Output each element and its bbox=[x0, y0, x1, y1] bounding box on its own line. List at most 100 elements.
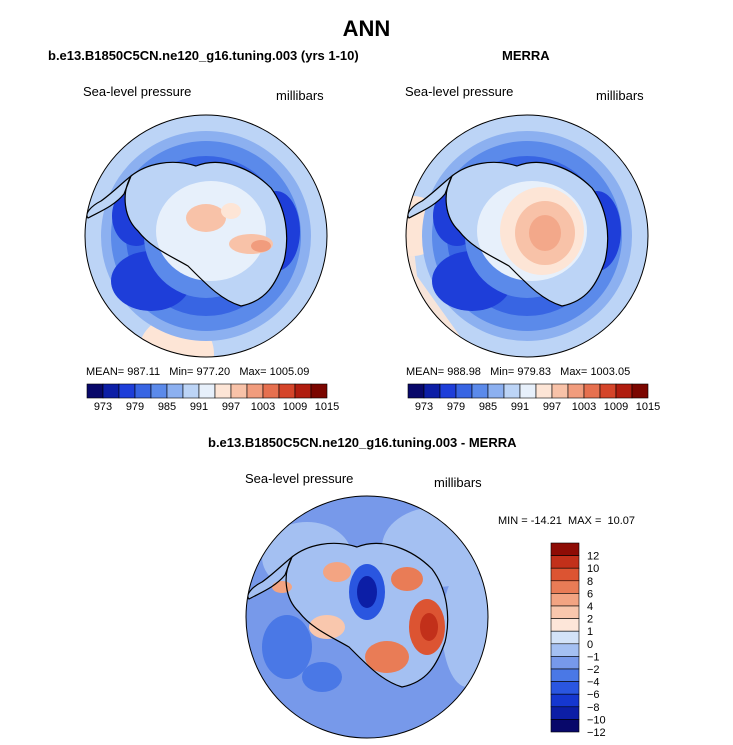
obs-map bbox=[406, 115, 648, 357]
obs-plateau-d bbox=[529, 215, 561, 251]
obs-variable-label: Sea-level pressure bbox=[405, 84, 514, 99]
model-colorbar-swatch bbox=[102, 383, 120, 399]
obs-mean-value: 988.98 bbox=[447, 366, 481, 378]
diff-colorbar-tick-label: 4 bbox=[587, 601, 593, 613]
diff-colorbar-tick-label: 8 bbox=[587, 576, 593, 588]
obs-colorbar-swatch bbox=[439, 383, 457, 399]
model-colorbar-swatch bbox=[86, 383, 104, 399]
diff-colorbar-swatch bbox=[550, 580, 580, 594]
model-colorbar-swatch bbox=[262, 383, 280, 399]
diff-pos-6 bbox=[309, 615, 345, 639]
obs-colorbar-swatch bbox=[535, 383, 553, 399]
obs-stats: MEAN= 988.98 Min= 979.83 Max= 1003.05 bbox=[406, 366, 630, 378]
obs-colorbar-swatch bbox=[567, 383, 585, 399]
model-colorbar-swatch bbox=[134, 383, 152, 399]
obs-colorbar-swatch bbox=[631, 383, 649, 399]
model-map-border bbox=[84, 114, 328, 358]
obs-colorbar-tick-label: 1009 bbox=[604, 401, 628, 413]
diff-pos-1 bbox=[323, 562, 351, 582]
model-plateau-b bbox=[186, 204, 226, 232]
model-colorbar-tick-label: 1009 bbox=[283, 401, 307, 413]
obs-colorbar-tick-label: 991 bbox=[511, 401, 529, 413]
diff-map-border bbox=[245, 495, 489, 739]
diff-colorbar-swatch bbox=[550, 618, 580, 632]
diff-colorbar-swatch bbox=[550, 693, 580, 708]
diff-colorbar-swatch bbox=[550, 719, 580, 733]
obs-colorbar-tick-label: 997 bbox=[543, 401, 561, 413]
diff-colorbar-tick-label: 10 bbox=[587, 563, 599, 575]
model-colorbar-tick-label: 1003 bbox=[251, 401, 275, 413]
model-colorbar-swatch bbox=[198, 383, 216, 399]
diff-colorbar-swatch bbox=[550, 542, 580, 556]
obs-colorbar-swatch bbox=[583, 383, 601, 399]
model-colorbar-swatch bbox=[230, 383, 248, 399]
obs-continent bbox=[407, 161, 609, 307]
diff-colorbar-tick-label: −8 bbox=[587, 702, 600, 714]
model-colorbar-swatch bbox=[294, 383, 312, 399]
diff-colorbar-tick-label: 1 bbox=[587, 626, 593, 638]
model-colorbar-swatch bbox=[310, 383, 328, 399]
diff-colorbar-swatch bbox=[550, 681, 580, 695]
diff-stats: MIN = -14.21 MAX = 10.07 bbox=[498, 515, 635, 527]
diff-units-label: millibars bbox=[434, 475, 482, 490]
diff-colorbar-tick-label: −2 bbox=[587, 664, 600, 676]
model-stats: MEAN= 987.11 Min= 977.20 Max= 1005.09 bbox=[86, 366, 309, 378]
diff-colorbar-swatch bbox=[550, 630, 580, 645]
diff-low-1 bbox=[262, 615, 312, 679]
page-title: ANN bbox=[342, 16, 391, 41]
diff-panel-title: b.e13.B1850C5CN.ne120_g16.tuning.003 - M… bbox=[208, 435, 517, 450]
diff-colorbar-swatch bbox=[550, 567, 580, 582]
obs-colorbar-tick-label: 1015 bbox=[636, 401, 660, 413]
diff-colorbar-swatch bbox=[550, 706, 580, 720]
model-map bbox=[85, 115, 327, 357]
obs-colorbar-swatch bbox=[455, 383, 473, 399]
obs-colorbar-tick-label: 973 bbox=[415, 401, 433, 413]
diff-colorbar-tick-label: −4 bbox=[587, 677, 600, 689]
obs-colorbar-swatch bbox=[407, 383, 425, 399]
model-colorbar-swatch bbox=[246, 383, 264, 399]
obs-colorbar-swatch bbox=[423, 383, 441, 399]
diff-colorbar-tick-label: −1 bbox=[587, 651, 600, 663]
model-continent bbox=[86, 161, 288, 307]
model-colorbar-swatch bbox=[278, 383, 296, 399]
obs-colorbar-swatch bbox=[615, 383, 633, 399]
obs-colorbar-tick-label: 985 bbox=[479, 401, 497, 413]
diff-colorbar-swatch bbox=[550, 605, 580, 619]
diff-colorbar-tick-label: 2 bbox=[587, 614, 593, 626]
diff-colorbar-tick-label: −10 bbox=[587, 714, 606, 726]
model-min-value: 977.20 bbox=[196, 366, 231, 378]
diff-pos-4 bbox=[420, 613, 438, 641]
model-colorbar-swatch bbox=[166, 383, 184, 399]
model-max-value: 1005.09 bbox=[269, 366, 310, 378]
obs-max-value: 1003.05 bbox=[590, 366, 631, 378]
model-colorbar-swatch bbox=[118, 383, 136, 399]
model-colorbar-tick-label: 979 bbox=[126, 401, 144, 413]
diff-colorbar-swatch bbox=[550, 555, 580, 569]
diff-low-2 bbox=[302, 662, 342, 692]
diff-max-label: MAX = bbox=[568, 515, 602, 527]
obs-colorbar: 973 979 985 991 997 1003 1009 1015 bbox=[407, 383, 660, 413]
model-mean-value: 987.11 bbox=[127, 366, 161, 378]
diff-colorbar-tick-label: 12 bbox=[587, 551, 599, 563]
model-variable-label: Sea-level pressure bbox=[83, 84, 192, 99]
obs-panel-title: MERRA bbox=[502, 48, 550, 63]
obs-map-border bbox=[405, 114, 649, 358]
model-plateau-e bbox=[251, 240, 271, 252]
diff-light-3 bbox=[442, 567, 488, 687]
diff-colorbar-tick-label: 0 bbox=[587, 639, 593, 651]
diff-colorbar-swatch bbox=[550, 656, 580, 670]
diff-map bbox=[246, 496, 488, 738]
model-max-label: Max= bbox=[239, 366, 267, 378]
obs-colorbar-swatch bbox=[471, 383, 489, 399]
model-colorbar-swatch bbox=[214, 383, 232, 399]
obs-colorbar-swatch bbox=[519, 383, 537, 399]
model-colorbar-tick-label: 1015 bbox=[315, 401, 339, 413]
model-min-label: Min= bbox=[169, 366, 194, 378]
model-colorbar-swatch bbox=[182, 383, 200, 399]
diff-pos-2 bbox=[391, 567, 423, 591]
model-colorbar: 973 979 985 991 997 1003 1009 1015 bbox=[86, 383, 339, 413]
obs-units-label: millibars bbox=[596, 88, 644, 103]
obs-min-value: 979.83 bbox=[517, 366, 551, 378]
